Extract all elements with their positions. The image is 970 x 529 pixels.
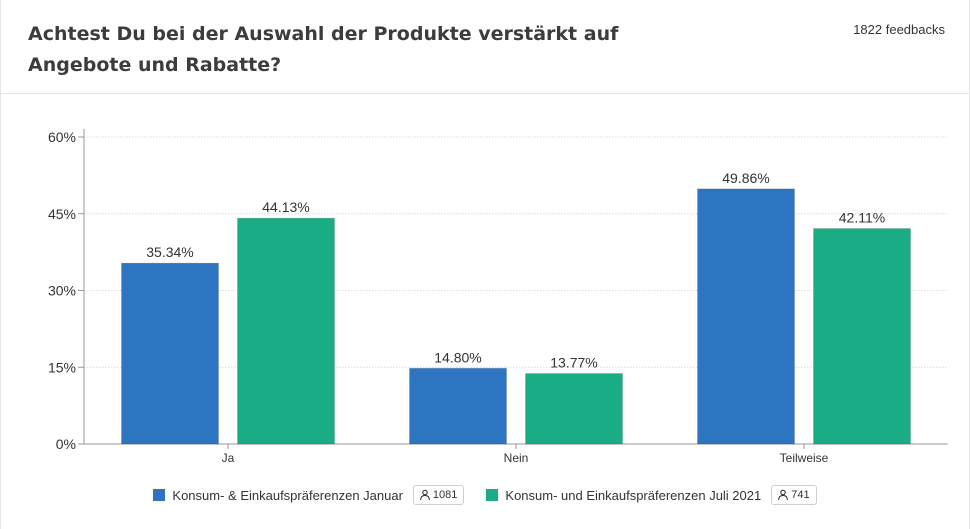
- chart-legend: Konsum- & Einkaufspräferenzen Januar 108…: [1, 484, 969, 506]
- chart-title: Achtest Du bei der Auswahl der Produkte …: [28, 23, 619, 76]
- legend-item-juli[interactable]: Konsum- und Einkaufspräferenzen Juli 202…: [486, 485, 817, 505]
- y-tick-label: 15%: [48, 359, 76, 375]
- y-tick-label: 30%: [48, 283, 76, 299]
- bar-value-label: 49.86%: [722, 170, 769, 186]
- legend-count-januar: 1081: [432, 489, 458, 501]
- legend-count-badge-januar: 1081: [412, 485, 465, 505]
- bar-chart: 0% 15% 30% 45% 60% 35.34% 44.13% Ja 14.80% 13.77%…: [48, 129, 948, 465]
- y-tick-label: 45%: [48, 206, 76, 222]
- feedback-count: 1822 feedbacks: [853, 22, 945, 37]
- legend-count-juli: 741: [791, 489, 810, 501]
- x-tick-label: Ja: [222, 451, 235, 465]
- bar-value-label: 13.77%: [550, 355, 597, 371]
- bar-value-label: 35.34%: [146, 244, 193, 260]
- legend-label-januar: Konsum- & Einkaufspräferenzen Januar: [172, 487, 403, 503]
- bar: [237, 217, 335, 445]
- bar: [697, 188, 795, 445]
- y-tick-label: 0%: [56, 436, 76, 452]
- legend-count-badge-juli: 741: [771, 485, 817, 505]
- x-tick-label: Teilweise: [780, 451, 829, 465]
- bar-value-label: 42.11%: [839, 210, 885, 226]
- bar: [813, 228, 911, 445]
- bar-value-label: 14.80%: [434, 349, 481, 365]
- card-header: Achtest Du bei der Auswahl der Produkte …: [1, 0, 969, 94]
- person-icon: [419, 489, 430, 501]
- y-tick-label: 60%: [48, 129, 76, 145]
- legend-swatch-januar: [153, 489, 166, 501]
- bar: [525, 373, 623, 445]
- legend-label-juli: Konsum- und Einkaufspräferenzen Juli 202…: [505, 487, 762, 503]
- x-tick-label: Nein: [504, 451, 529, 465]
- bar: [409, 367, 507, 445]
- bar-value-label: 44.13%: [262, 199, 309, 215]
- legend-item-januar[interactable]: Konsum- & Einkaufspräferenzen Januar 108…: [153, 485, 465, 505]
- person-icon: [778, 489, 789, 501]
- legend-swatch-juli: [486, 489, 499, 501]
- bar: [121, 262, 219, 445]
